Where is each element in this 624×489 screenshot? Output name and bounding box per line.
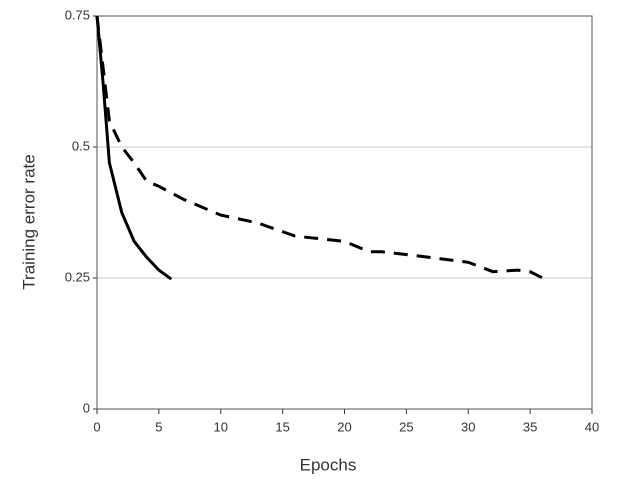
x-tick-label: 15 [275,419,289,434]
data-line [95,15,544,280]
x-tick-label: 20 [337,419,351,434]
y-tick-label: 0.75 [65,7,90,22]
x-axis-title: Epochs [300,455,357,474]
plot-frame [96,15,593,410]
x-tick-label: 10 [214,419,228,434]
y-tick-label: 0.5 [72,138,90,153]
x-tick-label: 35 [523,419,537,434]
x-tick-label: 40 [585,419,599,434]
y-tick-label: 0 [83,400,90,415]
y-axis-title: Training error rate [19,154,38,289]
x-tick-label: 30 [461,419,475,434]
x-tick-label: 25 [399,419,413,434]
x-tick-label: 0 [93,419,100,434]
x-tick-label: 5 [155,419,162,434]
data-line [95,15,173,281]
y-tick-label: 0.25 [65,269,90,284]
